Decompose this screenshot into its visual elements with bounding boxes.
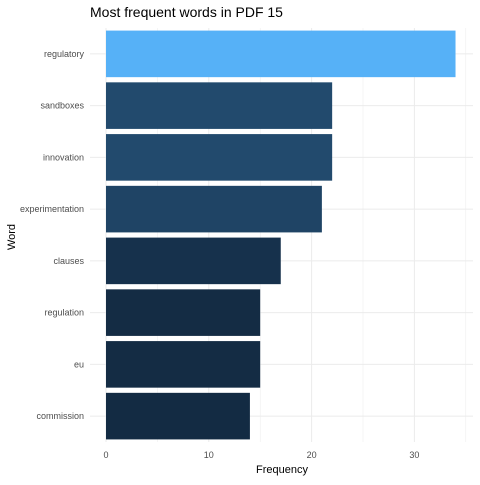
bar-experimentation	[106, 185, 322, 233]
y-tick-label: commission	[36, 411, 84, 421]
bar-regulatory	[106, 30, 456, 78]
bar-regulation	[106, 289, 261, 336]
y-tick-label: regulatory	[44, 49, 85, 59]
y-tick-label: clauses	[53, 256, 84, 266]
bar-clauses	[106, 237, 281, 285]
bar-sandboxes	[106, 82, 333, 129]
x-tick-label: 0	[103, 450, 108, 460]
y-tick-label: eu	[74, 359, 84, 369]
x-tick-label: 10	[204, 450, 214, 460]
y-tick-label: experimentation	[20, 204, 84, 214]
y-axis-title: Word	[6, 224, 18, 250]
y-tick-label: innovation	[43, 152, 84, 162]
x-axis-title: Frequency	[256, 464, 308, 476]
y-tick-label: sandboxes	[40, 101, 84, 111]
x-tick-labels: 0 10 20 30	[103, 450, 419, 460]
bar-commission	[106, 392, 250, 440]
bars	[106, 30, 456, 440]
x-tick-label: 30	[409, 450, 419, 460]
bar-eu	[106, 341, 261, 388]
y-tick-labels: regulatory sandboxes innovation experimenta…	[20, 49, 85, 421]
chart-title: Most frequent words in PDF 15	[90, 4, 283, 20]
y-tick-label: regulation	[44, 308, 84, 318]
bar-innovation	[106, 134, 333, 181]
x-tick-label: 20	[307, 450, 317, 460]
